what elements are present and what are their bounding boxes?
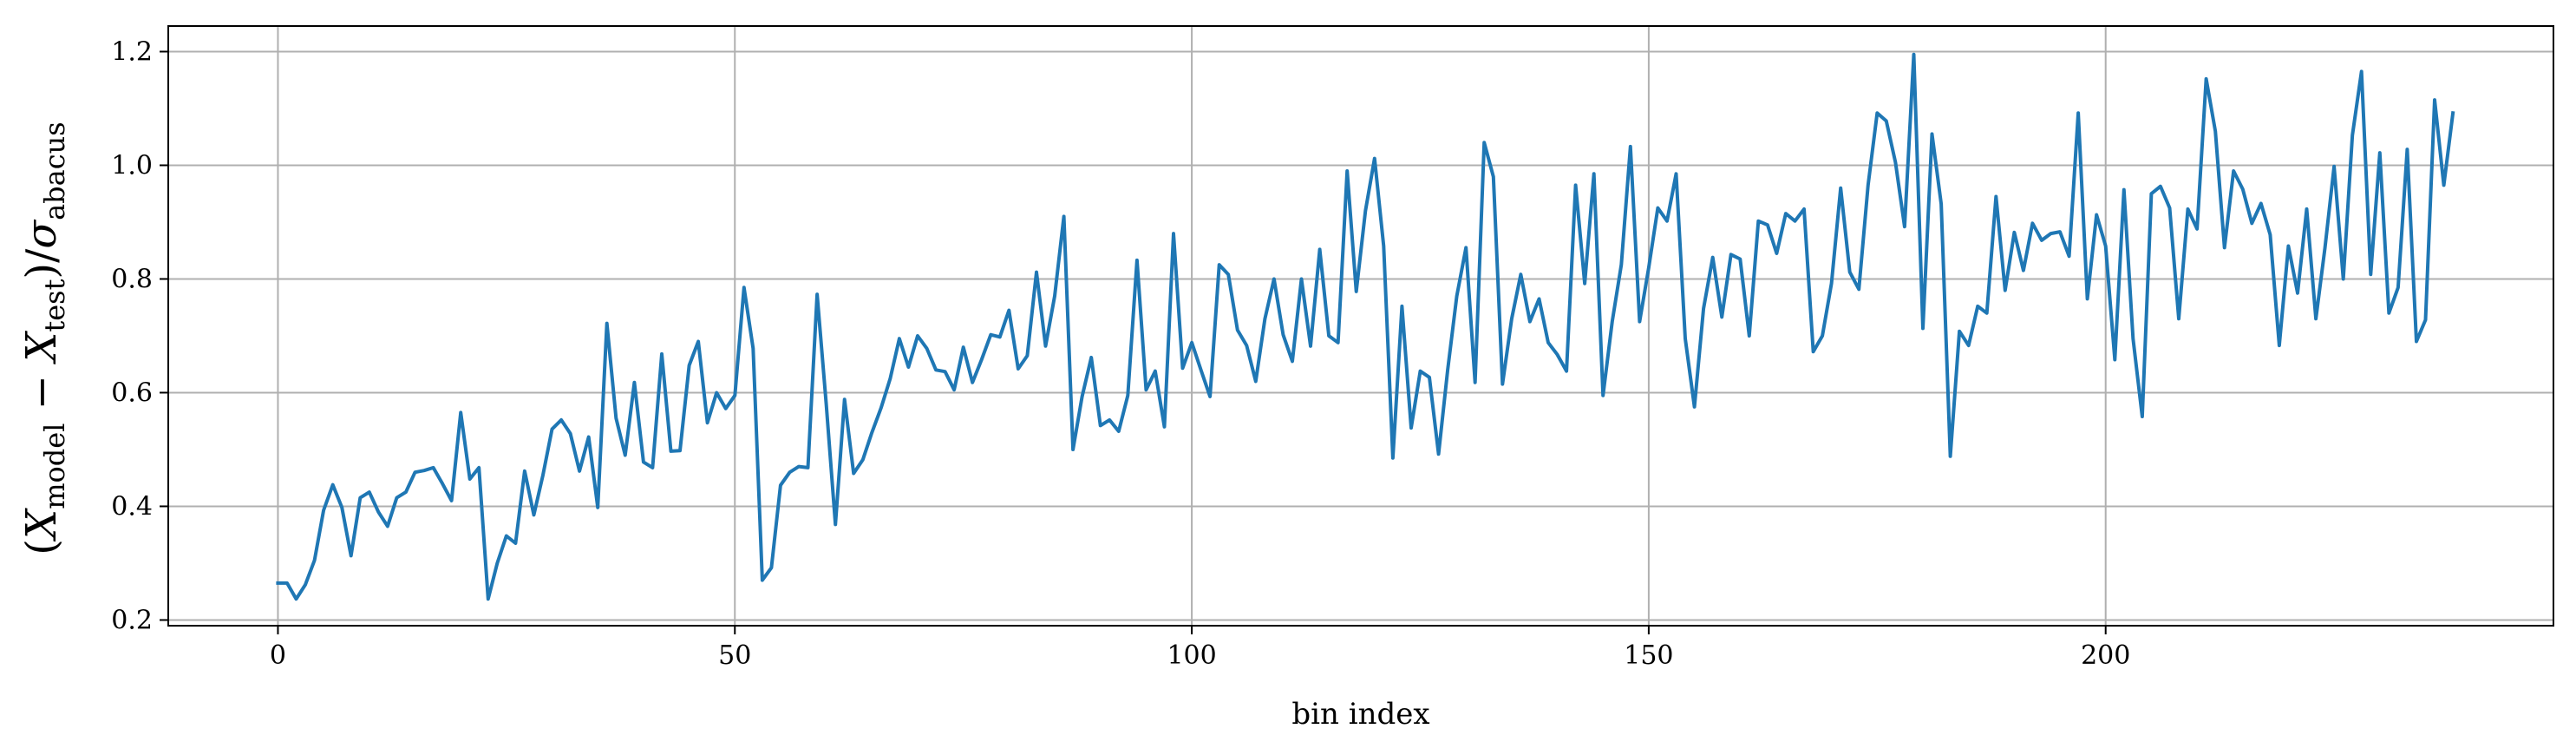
y-tick-label: 1.2 [111,36,153,67]
y-label-minus: − [17,362,66,423]
y-axis-label: (Xmodel − Xtest)/σabacus [17,121,71,555]
y-label-model-sub: model [38,423,71,509]
y-tick-label: 0.6 [111,378,153,408]
y-label-open-paren: ( [17,539,66,555]
x-tick-label: 0 [270,640,286,671]
y-tick-label: 0.2 [111,605,153,635]
x-axis-label: bin index [1291,697,1429,732]
y-label-test-sub: test [38,279,71,332]
grid-lines [168,26,2553,626]
y-tick-label: 1.0 [111,150,153,181]
x-tick-label: 100 [1167,640,1216,671]
x-axis-ticks: 0 50 100 150 200 [270,626,2130,671]
series-group [276,52,2455,601]
x-tick-label: 150 [1624,640,1673,671]
y-tick-label: 0.8 [111,264,153,294]
plot-frame [167,25,2554,627]
y-axis-ticks: 0.2 0.4 0.6 0.8 1.0 1.2 [111,36,168,635]
y-label-test-var: X [17,331,66,365]
x-tick-label: 50 [718,640,751,671]
x-tick-label: 200 [2081,640,2130,671]
series-line [276,52,2455,601]
y-label-close: )/ [17,248,66,279]
y-label-sigma-sub: abacus [38,121,71,220]
y-label-model-var: X [17,508,66,542]
y-tick-label: 0.4 [111,491,153,522]
y-label-sigma: σ [17,220,66,249]
